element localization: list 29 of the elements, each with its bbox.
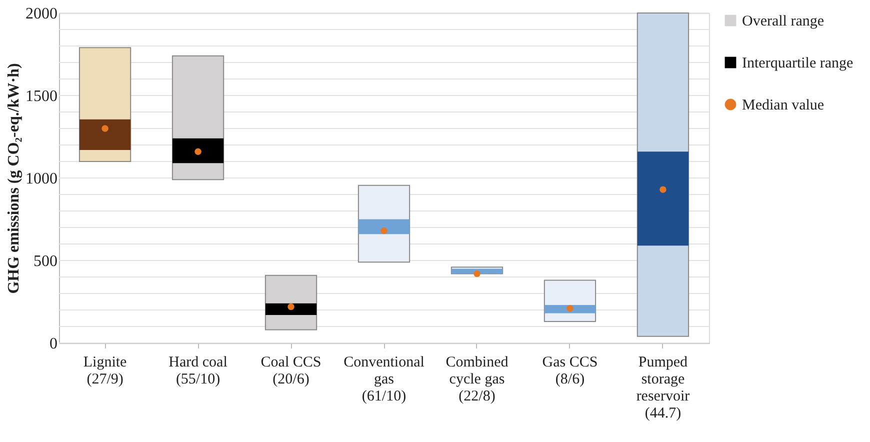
y-tick-label: 0	[50, 336, 58, 352]
point	[102, 125, 108, 132]
y-axis-title: GHG emissions (g CO₂-eq./kW·h)	[6, 63, 22, 294]
y-tick-label: 1500	[26, 88, 58, 105]
y-tick-label: 1000	[26, 170, 58, 188]
y-tick-label: 500	[34, 253, 58, 270]
bar	[637, 152, 689, 246]
bar	[265, 303, 317, 315]
x-tick-label: Coal CCS (20/6)	[260, 354, 322, 388]
legend-label: Overall range	[742, 14, 824, 30]
bar	[79, 119, 131, 150]
bar	[172, 138, 224, 164]
x-tick-label: Gas CCS (8/6)	[542, 354, 598, 388]
point	[660, 186, 666, 193]
bar	[358, 219, 410, 234]
x-tick-label: Combined cycle gas (22/8)	[446, 354, 509, 404]
legend-label: Interquartile range	[742, 56, 854, 72]
legend-label: Median value	[742, 98, 824, 114]
y-tick-label: 2000	[26, 6, 58, 22]
point	[194, 148, 202, 155]
x-tick-label: Lignite (27/9)	[83, 354, 128, 388]
bar	[544, 305, 596, 314]
point	[474, 270, 480, 278]
x-tick-label: Hard coal (55/10)	[168, 354, 228, 388]
point	[380, 227, 388, 234]
x-tick-label: Conventional gas (61/10)	[344, 354, 424, 404]
point	[288, 303, 294, 310]
point	[566, 305, 574, 312]
x-tick-label: Pumped storage reservoir (44.7)	[636, 354, 690, 422]
